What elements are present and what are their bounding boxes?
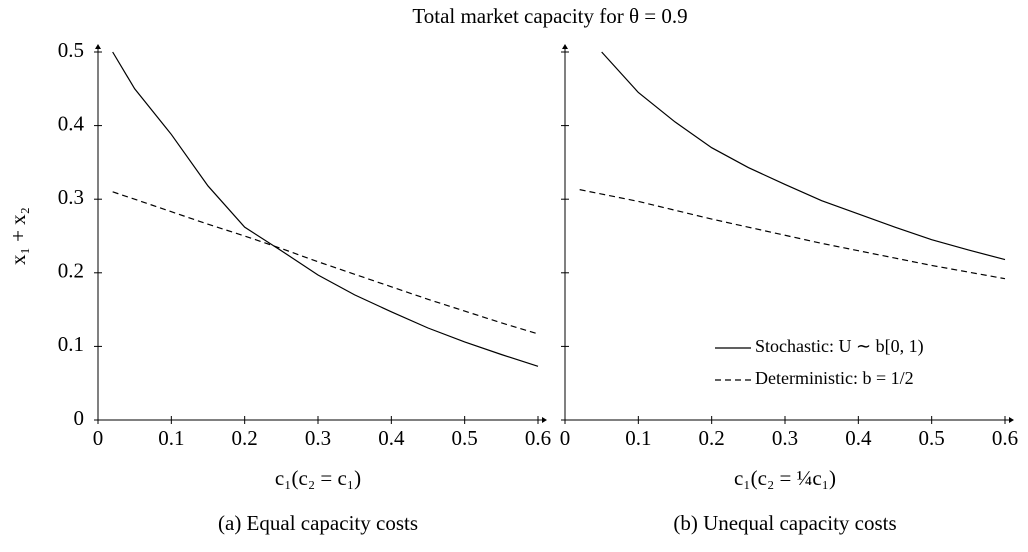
x-tick-label: 0.2 bbox=[699, 426, 725, 450]
caption: (b) Unequal capacity costs bbox=[673, 511, 896, 535]
x-tick-label: 0.5 bbox=[452, 426, 478, 450]
y-axis-arrow bbox=[562, 44, 568, 49]
y-tick-label: 0.2 bbox=[58, 259, 84, 283]
x-tick-label: 0.4 bbox=[845, 426, 872, 450]
chart-title: Total market capacity for θ = 0.9 bbox=[412, 4, 687, 28]
x-tick-label: 0.3 bbox=[772, 426, 798, 450]
y-tick-label: 0.3 bbox=[58, 185, 84, 209]
x-tick-label: 0 bbox=[560, 426, 571, 450]
series-line bbox=[601, 51, 1006, 261]
x-axis-arrow bbox=[1009, 417, 1014, 423]
x-tick-label: 0.3 bbox=[305, 426, 331, 450]
x-tick-label: 0.2 bbox=[232, 426, 258, 450]
y-tick-label: 0 bbox=[74, 406, 85, 430]
x-tick-label: 0.5 bbox=[919, 426, 945, 450]
caption: (a) Equal capacity costs bbox=[218, 511, 418, 535]
x-axis-label: c₁(c₂ = c₁) bbox=[275, 466, 361, 490]
series-line bbox=[112, 191, 539, 335]
y-tick-label: 0.5 bbox=[58, 38, 84, 62]
x-axis-arrow bbox=[542, 417, 547, 423]
x-tick-label: 0.1 bbox=[625, 426, 651, 450]
y-tick-label: 0.4 bbox=[58, 111, 85, 135]
x-tick-label: 0.6 bbox=[992, 426, 1018, 450]
legend-label: Deterministic: b = 1/2 bbox=[755, 368, 914, 388]
x-tick-label: 0 bbox=[93, 426, 104, 450]
x-tick-label: 0.6 bbox=[525, 426, 551, 450]
x-tick-label: 0.4 bbox=[378, 426, 405, 450]
y-axis-label: x₁ + x₂ bbox=[6, 207, 30, 265]
series-line bbox=[112, 51, 539, 367]
x-tick-label: 0.1 bbox=[158, 426, 184, 450]
y-tick-label: 0.1 bbox=[58, 332, 84, 356]
y-axis-arrow bbox=[95, 44, 101, 49]
x-axis-label: c₁(c₂ = ¼c₁) bbox=[734, 466, 836, 490]
series-line bbox=[579, 189, 1006, 280]
legend-label: Stochastic: U ∼ b[0, 1) bbox=[755, 336, 924, 357]
